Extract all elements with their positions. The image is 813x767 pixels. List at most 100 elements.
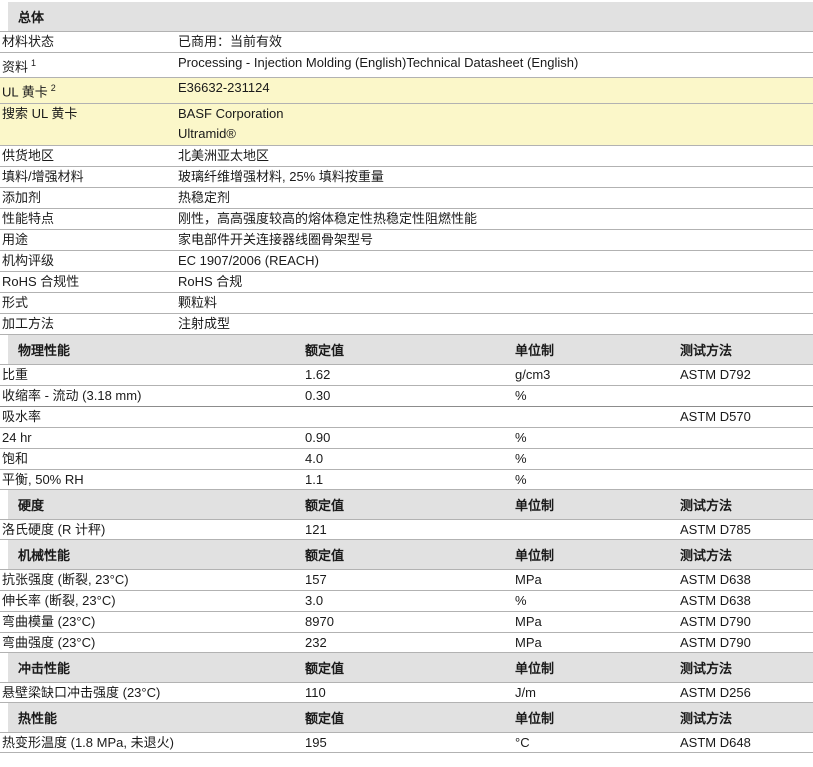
property-row: 平衡, 50% RH 1.1% [0,468,813,490]
column-header-unit: 单位制 [515,710,555,726]
column-header-unit: 单位制 [515,497,555,513]
property-unit: MPa [515,614,542,630]
property-unit: g/cm3 [515,367,551,383]
property-test-method: ASTM D638 [680,593,751,609]
property-label: 悬壁梁缺口冲击强度 (23°C) [2,684,161,700]
property-row: 悬壁梁缺口冲击强度 (23°C) 110 J/m ASTM D256 [0,681,813,703]
footnote-marker: 2 [50,83,56,94]
section-header-general: 总体 [8,2,813,31]
value-line: RoHS 合规 [178,273,243,289]
property-label-text: 填料/增强材料 [2,168,84,184]
property-label: 供货地区 [0,146,176,166]
property-sections: 物理性能 额定值 单位制 测试方法 比重 1.62 g/cm3 ASTM D792 收缩率 - … [0,334,813,753]
general-section: 总体 材料状态 已商用：当前有效 资料 1 Processing - Injection… [0,2,813,335]
property-section: 机械性能 额定值 单位制 测试方法抗张强度 (断裂, 23°C) 157 MPa ASTM … [0,539,813,653]
property-row: 热变形温度 (1.8 MPa, 未退火) 195 °C ASTM D648 [0,731,813,753]
property-value: 注射成型 [176,314,813,334]
property-nominal-value: 0.90 [305,430,331,446]
property-value: E36632-231124 [176,78,813,98]
property-label: 平衡, 50% RH [2,471,84,487]
property-label: 饱和 [2,451,29,467]
property-label: 加工方法 [0,314,176,334]
property-section: 冲击性能 额定值 单位制 测试方法 悬壁梁缺口冲击强度 (23°C) 110 J/m ASTM… [0,652,813,703]
general-row: RoHS 合规性 RoHS 合规 [0,270,813,292]
value-line: 颗粒料 [178,294,218,310]
property-label-text: 搜索 UL 黄卡 [2,105,78,121]
property-row: 吸水率 ASTM D570 [0,405,813,427]
property-unit: J/m [515,684,536,700]
section-title: 硬度 [18,497,45,513]
property-value: RoHS 合规 [176,272,813,292]
property-nominal-value: 4.0 [305,451,324,467]
column-header-test-method: 测试方法 [680,497,733,513]
property-nominal-value: 157 [305,572,327,588]
property-label: 添加剂 [0,188,176,208]
section-title: 热性能 [18,710,58,726]
column-header-test-method: 测试方法 [680,342,733,358]
property-value: 热稳定剂 [176,188,813,208]
property-value: 家电部件开关连接器线圈骨架型号 [176,230,813,250]
property-nominal-value: 0.30 [305,388,331,404]
value-line: EC 1907/2006 (REACH) [178,252,319,268]
column-header-test-method: 测试方法 [680,660,733,676]
property-label: 填料/增强材料 [0,167,176,187]
property-label-text: UL 黄卡 [2,84,48,100]
property-label: 机构评级 [0,251,176,271]
general-row: 搜索 UL 黄卡 BASF Corporation Ultramid® [0,102,813,145]
property-row: 收缩率 - 流动 (3.18 mm) 0.30% [0,384,813,406]
property-nominal-value: 232 [305,634,327,650]
property-row: 饱和 4.0% [0,447,813,469]
column-header-test-method: 测试方法 [680,547,733,563]
property-label: 热变形温度 (1.8 MPa, 未退火) [2,734,174,750]
property-value: 颗粒料 [176,293,813,313]
value-line: BASF Corporation [178,105,284,121]
section-header: 机械性能 额定值 单位制 测试方法 [8,539,813,569]
property-test-method: ASTM D790 [680,634,751,650]
property-row: 比重 1.62 g/cm3 ASTM D792 [0,363,813,385]
section-header: 热性能 额定值 单位制 测试方法 [8,702,813,732]
property-label: 收缩率 - 流动 (3.18 mm) [2,388,142,404]
property-unit: % [515,430,527,446]
property-row: 弯曲模量 (23°C) 8970 MPa ASTM D790 [0,610,813,632]
column-header-test-method: 测试方法 [680,710,733,726]
value-line: 注射成型 [178,315,231,331]
property-label: 资料 1 [0,53,176,77]
property-label-text: 加工方法 [2,315,55,331]
column-header-unit: 单位制 [515,342,555,358]
property-label: 24 hr [2,430,32,446]
general-row: 加工方法 注射成型 [0,312,813,335]
general-row: 供货地区 北美洲亚太地区 [0,144,813,166]
property-label: 弯曲模量 (23°C) [2,614,96,630]
property-label: 用途 [0,230,176,250]
property-label: 抗张强度 (断裂, 23°C) [2,572,129,588]
general-row: 形式 颗粒料 [0,291,813,313]
property-label-text: 添加剂 [2,189,42,205]
property-nominal-value: 195 [305,734,327,750]
property-label: 伸长率 (断裂, 23°C) [2,593,116,609]
property-nominal-value: 3.0 [305,593,324,609]
general-row: 资料 1 Processing - Injection Molding (Engli… [0,52,813,77]
column-header-nominal-value: 额定值 [305,497,345,513]
property-label: UL 黄卡 2 [0,78,176,102]
property-value: 北美洲亚太地区 [176,146,813,166]
property-row: 弯曲强度 (23°C) 232 MPa ASTM D790 [0,631,813,653]
general-row: 添加剂 热稳定剂 [0,186,813,208]
column-header-nominal-value: 额定值 [305,342,345,358]
property-test-method: ASTM D792 [680,367,751,383]
property-unit: % [515,593,527,609]
property-label-text: 资料 [2,59,29,75]
property-label: 比重 [2,367,29,383]
general-row: 材料状态 已商用：当前有效 [0,31,813,52]
property-label-text: 性能特点 [2,210,55,226]
property-label: 吸水率 [2,409,42,425]
property-nominal-value: 8970 [305,614,334,630]
property-section: 物理性能 额定值 单位制 测试方法 比重 1.62 g/cm3 ASTM D792 收缩率 - … [0,334,813,490]
section-title: 冲击性能 [18,660,71,676]
property-label: 搜索 UL 黄卡 [0,104,176,124]
property-value: Processing - Injection Molding (English)… [176,53,813,73]
property-row: 24 hr 0.90% [0,426,813,448]
property-row: 抗张强度 (断裂, 23°C) 157 MPa ASTM D638 [0,568,813,590]
property-nominal-value: 1.1 [305,471,324,487]
property-row: 洛氏硬度 (R 计秤) 121 ASTM D785 [0,518,813,540]
property-label: 性能特点 [0,209,176,229]
